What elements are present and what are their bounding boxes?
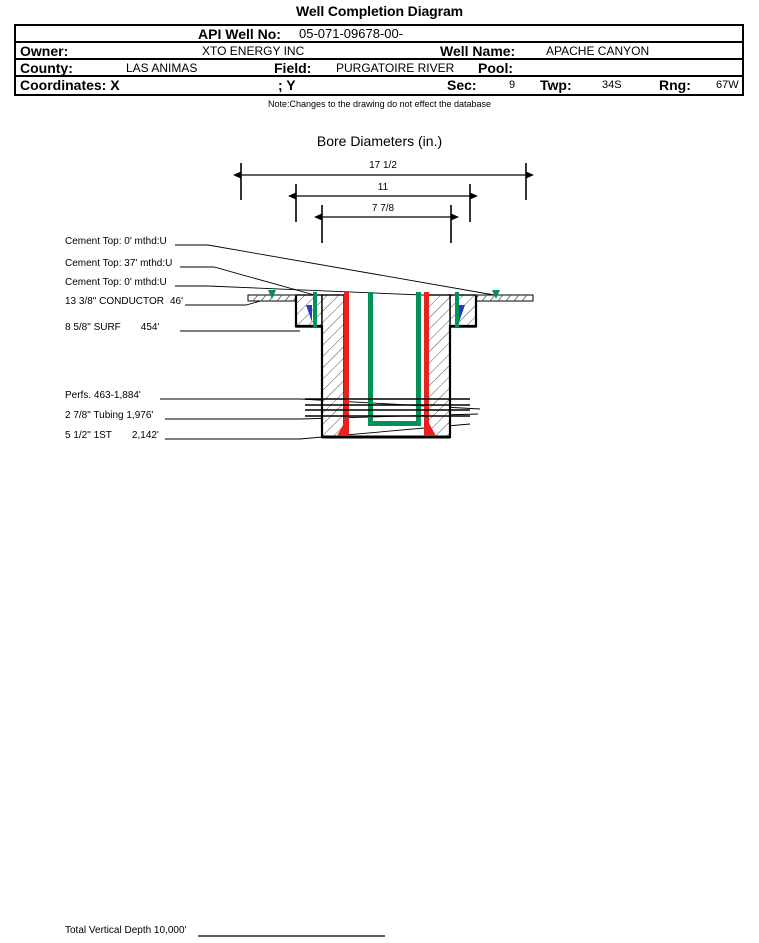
- cement-top-marker-left: [268, 290, 276, 299]
- annotation-cement-top-2-text: Cement Top: 37' mthd:U: [65, 258, 173, 269]
- county-label: County:: [20, 60, 73, 76]
- well-header-table: API Well No: 05-071-09678-00- Owner: XTO…: [14, 24, 744, 96]
- annotation-leader-lines-lower: [160, 398, 481, 440]
- coordinates-x-label: Coordinates: X: [20, 77, 120, 93]
- borehole-outline: [294, 296, 478, 439]
- production-casing-right: [424, 292, 429, 432]
- api-well-no-value[interactable]: 05-071-09678-00-: [299, 26, 404, 41]
- surface-cement-right: [449, 294, 477, 328]
- api-well-no-label: API Well No:: [198, 26, 281, 42]
- annotation-surface-casing-text: 8 5/8" SURF: [65, 322, 121, 333]
- tubing-shoe: [368, 421, 421, 426]
- owner-label: Owner:: [20, 43, 69, 59]
- coordinates-y-label: ; Y: [278, 77, 296, 93]
- tubing-right: [416, 292, 421, 426]
- annotation-cement-top-3: Cement Top: 0' mthd:U: [65, 277, 167, 288]
- cement-top-marker-right: [492, 290, 500, 299]
- conductor-top-left: [247, 294, 319, 302]
- total-vertical-depth-label: Total Vertical Depth 10,000': [65, 925, 187, 936]
- bore-dimension-label-2: 7 7/8: [371, 203, 395, 214]
- annotation-cement-top-3-text: Cement Top: 0' mthd:U: [65, 277, 167, 288]
- well-name-label: Well Name:: [440, 43, 516, 59]
- annotation-production-casing-depth: 2,142': [131, 430, 159, 441]
- owner-value[interactable]: XTO ENERGY INC: [202, 44, 305, 58]
- page-title: Well Completion Diagram: [295, 3, 464, 19]
- annotation-production-casing: 5 1/2" 1ST 2,142': [65, 430, 159, 441]
- sec-label: Sec:: [447, 77, 477, 93]
- database-note: Note:Changes to the drawing do not effec…: [268, 99, 491, 109]
- annotation-conductor-depth: 46': [169, 296, 183, 307]
- rng-label: Rng:: [659, 77, 691, 93]
- conductor-cement-wedge-right: [459, 305, 465, 322]
- annotation-surface-casing: 8 5/8" SURF 454': [65, 322, 159, 333]
- annotation-perforations-text: Perfs. 463-1,884': [65, 390, 141, 401]
- field-value[interactable]: PURGATOIRE RIVER: [336, 61, 455, 75]
- well-name-value[interactable]: APACHE CANYON: [546, 44, 650, 58]
- bore-dimension-label-1: 11: [377, 182, 389, 193]
- header-row-owner: Owner: XTO ENERGY INC Well Name: APACHE …: [16, 43, 742, 60]
- header-row-coordinates: Coordinates: X ; Y Sec: 9 Twp: 34S Rng: …: [16, 77, 742, 94]
- annotation-perforations: Perfs. 463-1,884': [65, 390, 141, 401]
- header-row-api: API Well No: 05-071-09678-00-: [16, 26, 742, 43]
- bore-diameters-title-text: Bore Diameters (in.): [316, 133, 443, 149]
- rng-value[interactable]: 67W: [716, 79, 739, 91]
- tubing-left: [368, 292, 373, 426]
- bore-diameters-title: Bore Diameters (in.): [0, 133, 759, 149]
- annotation-tubing: 2 7/8" Tubing 1,976': [65, 410, 153, 421]
- surface-casing-right: [455, 292, 459, 327]
- production-cement-left: [321, 294, 345, 438]
- bore-dimension-label-0: 17 1/2: [369, 160, 397, 171]
- county-value[interactable]: LAS ANIMAS: [126, 61, 198, 75]
- annotation-surface-casing-depth: 454': [140, 322, 160, 333]
- production-casing-shoe-right: [424, 414, 436, 436]
- annotation-cement-top-2: Cement Top: 37' mthd:U: [65, 258, 172, 269]
- annotation-leader-lines: [175, 244, 501, 332]
- annotation-conductor-text: 13 3/8" CONDUCTOR: [65, 296, 164, 307]
- header-row-county: County: LAS ANIMAS Field: PURGATOIRE RIV…: [16, 60, 742, 77]
- field-label: Field:: [274, 60, 312, 76]
- annotation-production-casing-text: 5 1/2" 1ST: [65, 430, 112, 441]
- annotation-cement-top-1: Cement Top: 0' mthd:U: [65, 236, 167, 247]
- production-cement-right: [427, 294, 451, 438]
- annotation-cement-top-1-text: Cement Top: 0' mthd:U: [65, 236, 167, 247]
- conductor-cement-wedge-left: [306, 305, 312, 322]
- production-casing-left: [344, 292, 349, 432]
- annotation-conductor: 13 3/8" CONDUCTOR 46': [65, 296, 183, 307]
- pool-label: Pool:: [478, 60, 513, 76]
- conductor-top-right: [452, 294, 534, 302]
- surface-casing-left: [313, 292, 317, 327]
- annotation-tubing-text: 2 7/8" Tubing 1,976': [65, 410, 154, 421]
- perforation-lines: [305, 398, 470, 417]
- production-casing-shoe-left: [337, 414, 349, 436]
- twp-value[interactable]: 34S: [602, 79, 622, 91]
- twp-label: Twp:: [540, 77, 572, 93]
- surface-cement-left: [295, 294, 323, 328]
- sec-value[interactable]: 9: [509, 79, 516, 91]
